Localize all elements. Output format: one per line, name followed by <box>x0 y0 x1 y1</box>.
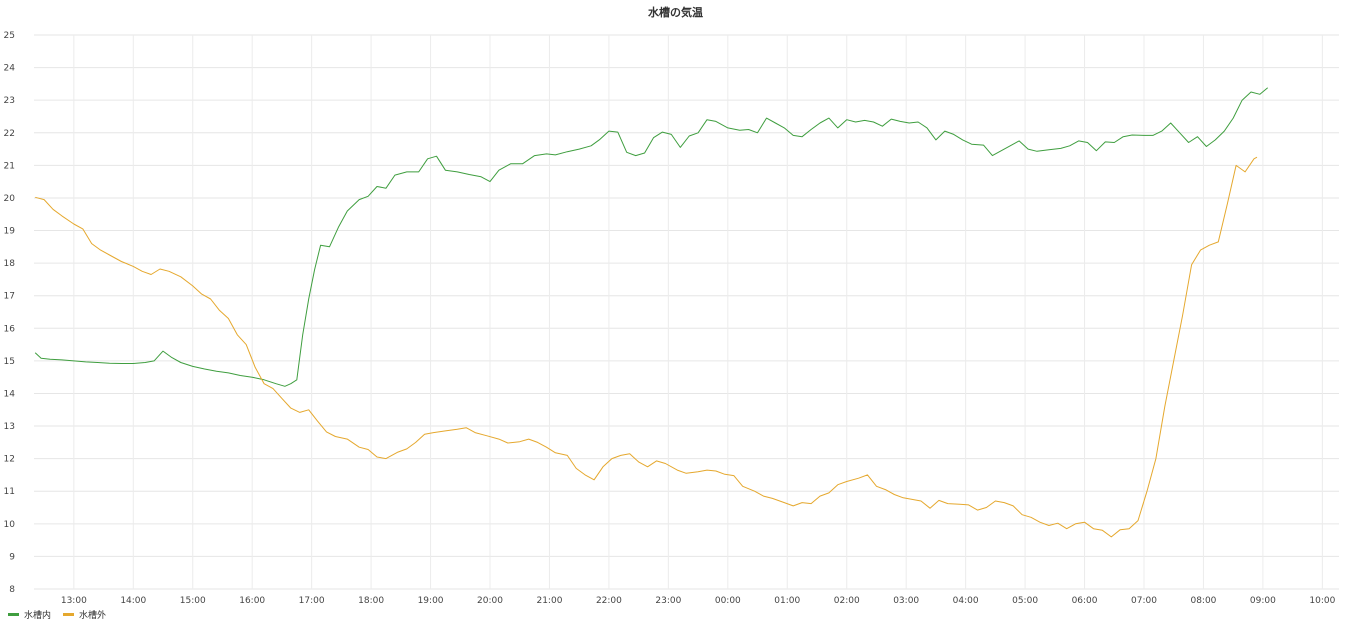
x-tick-label: 16:00 <box>239 596 265 605</box>
line-chart: 8 9 10 11 12 13 14 15 16 17 18 19 20 21 22 23 24 25 13:00… <box>4 31 1339 606</box>
y-tick-label: 12 <box>4 455 15 465</box>
series-layer <box>34 87 1269 538</box>
x-tick-label: 19:00 <box>418 596 444 605</box>
x-tick-label: 13:00 <box>61 596 87 605</box>
x-tick-label: 15:00 <box>180 596 206 605</box>
y-tick-label: 11 <box>4 487 15 497</box>
legend-swatch-inside <box>8 613 19 616</box>
x-tick-label: 01:00 <box>774 596 800 605</box>
y-tick-label: 23 <box>4 96 15 106</box>
grid-layer <box>34 34 1339 590</box>
x-tick-label: 18:00 <box>358 596 384 605</box>
y-tick-label: 17 <box>4 292 15 302</box>
y-tick-label: 16 <box>4 324 16 334</box>
y-tick-label: 24 <box>4 64 16 74</box>
y-tick-label: 25 <box>4 31 15 41</box>
x-tick-label: 22:00 <box>596 596 622 605</box>
y-tick-label: 8 <box>9 585 15 595</box>
x-tick-label: 14:00 <box>120 596 146 605</box>
legend-item-inside[interactable]: 水槽内 <box>8 608 51 621</box>
x-tick-label: 17:00 <box>299 596 325 605</box>
y-tick-label: 19 <box>4 227 16 237</box>
x-tick-label: 06:00 <box>1072 596 1098 605</box>
y-tick-label: 20 <box>4 194 16 204</box>
x-tick-label: 09:00 <box>1250 596 1276 605</box>
series-line-outside <box>35 156 1258 538</box>
chart-title: 水槽の気温 <box>648 6 703 19</box>
x-tick-label: 04:00 <box>953 596 979 605</box>
series-line-inside <box>34 87 1269 387</box>
x-tick-label: 20:00 <box>477 596 503 605</box>
x-axis: 13:00 14:00 15:00 16:00 17:00 18:00 19:00 20:00… <box>61 596 1336 606</box>
y-tick-label: 18 <box>4 259 16 269</box>
y-tick-label: 13 <box>4 422 15 432</box>
x-tick-label: 10:00 <box>1309 596 1335 605</box>
y-tick-label: 21 <box>4 161 15 171</box>
legend-swatch-outside <box>63 613 75 616</box>
y-tick-label: 15 <box>4 357 15 367</box>
y-tick-label: 22 <box>4 129 15 139</box>
x-tick-label: 08:00 <box>1190 596 1216 605</box>
x-tick-label: 05:00 <box>1012 596 1038 605</box>
legend: 水槽内 水槽外 <box>8 608 106 621</box>
legend-label-outside: 水槽外 <box>79 611 107 621</box>
y-tick-label: 9 <box>9 552 15 562</box>
y-tick-label: 14 <box>4 389 16 399</box>
legend-item-outside[interactable]: 水槽外 <box>63 608 106 621</box>
x-tick-label: 21:00 <box>536 596 562 605</box>
x-tick-label: 23:00 <box>655 596 681 605</box>
y-axis: 8 9 10 11 12 13 14 15 16 17 18 19 20 21 22 23 24 25 <box>4 31 16 595</box>
x-tick-label: 07:00 <box>1131 596 1157 605</box>
x-tick-label: 00:00 <box>715 596 741 605</box>
y-tick-label: 10 <box>4 520 16 530</box>
x-tick-label: 02:00 <box>834 596 860 605</box>
x-tick-label: 03:00 <box>893 596 919 605</box>
legend-label-inside: 水槽内 <box>24 611 52 621</box>
